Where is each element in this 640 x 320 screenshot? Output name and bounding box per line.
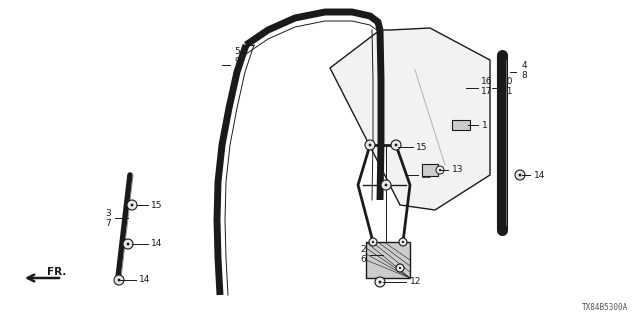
FancyBboxPatch shape [366, 242, 410, 278]
Circle shape [518, 173, 522, 176]
Circle shape [399, 267, 401, 269]
Circle shape [118, 279, 120, 281]
Text: 2: 2 [360, 245, 366, 254]
Text: 12: 12 [421, 171, 433, 180]
Text: 15: 15 [416, 142, 428, 151]
Circle shape [127, 243, 129, 245]
Text: FR.: FR. [47, 267, 67, 277]
Text: 14: 14 [534, 171, 545, 180]
Text: 15: 15 [151, 201, 163, 210]
Circle shape [123, 239, 133, 249]
Text: TX84B5300A: TX84B5300A [582, 303, 628, 312]
Text: 14: 14 [151, 239, 163, 249]
Circle shape [399, 238, 407, 246]
Circle shape [439, 169, 441, 171]
Circle shape [369, 238, 377, 246]
Circle shape [396, 264, 404, 272]
Text: 11: 11 [502, 87, 514, 97]
Circle shape [375, 277, 385, 287]
Circle shape [114, 275, 124, 285]
Text: 16: 16 [481, 77, 493, 86]
Text: 10: 10 [502, 77, 514, 86]
Bar [452, 120, 470, 130]
Text: 13: 13 [452, 165, 463, 174]
Circle shape [515, 170, 525, 180]
Text: 6: 6 [360, 255, 366, 265]
Text: 12: 12 [410, 277, 421, 286]
Circle shape [369, 144, 371, 147]
Circle shape [127, 200, 137, 210]
Text: 8: 8 [521, 71, 527, 81]
Text: 17: 17 [481, 87, 493, 97]
Circle shape [131, 204, 133, 206]
Circle shape [365, 140, 375, 150]
Circle shape [381, 180, 391, 190]
Text: 14: 14 [139, 276, 150, 284]
Text: 9: 9 [234, 58, 240, 67]
Text: 3: 3 [105, 209, 111, 218]
Text: 4: 4 [521, 61, 527, 70]
Circle shape [402, 241, 404, 243]
Circle shape [379, 281, 381, 284]
Circle shape [395, 144, 397, 147]
Text: 1: 1 [482, 121, 488, 130]
Circle shape [391, 140, 401, 150]
Text: 5: 5 [234, 47, 240, 57]
Circle shape [436, 166, 444, 174]
Bar [422, 164, 438, 176]
Circle shape [385, 184, 387, 186]
Circle shape [372, 241, 374, 243]
Text: 7: 7 [105, 219, 111, 228]
Polygon shape [330, 28, 490, 210]
